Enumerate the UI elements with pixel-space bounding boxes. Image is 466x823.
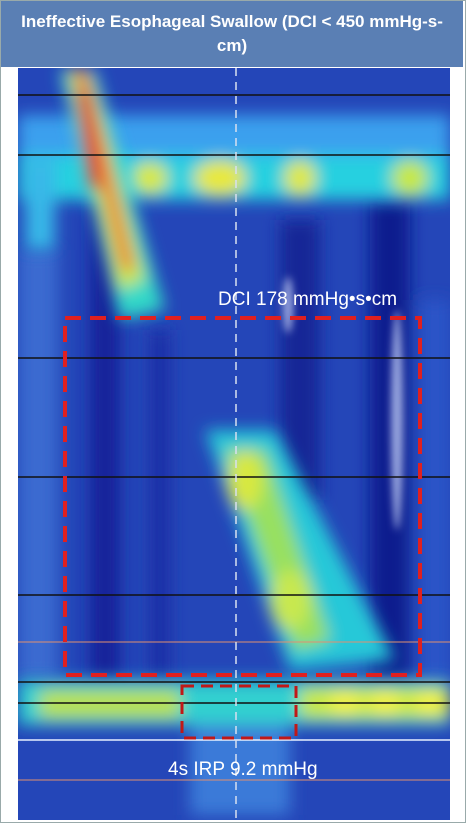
irp-box (180, 684, 298, 740)
irp-label: 4s IRP 9.2 mmHg (168, 759, 318, 780)
dci-label: DCI 178 mmHg•s•cm (218, 289, 397, 310)
figure-title: Ineffective Esophageal Swallow (DCI < 45… (1, 1, 463, 67)
dci-box (63, 316, 422, 677)
stripes (18, 200, 450, 680)
sensor-lines (18, 94, 450, 704)
heatmap (18, 68, 450, 820)
peristaltic-wave (60, 70, 395, 670)
